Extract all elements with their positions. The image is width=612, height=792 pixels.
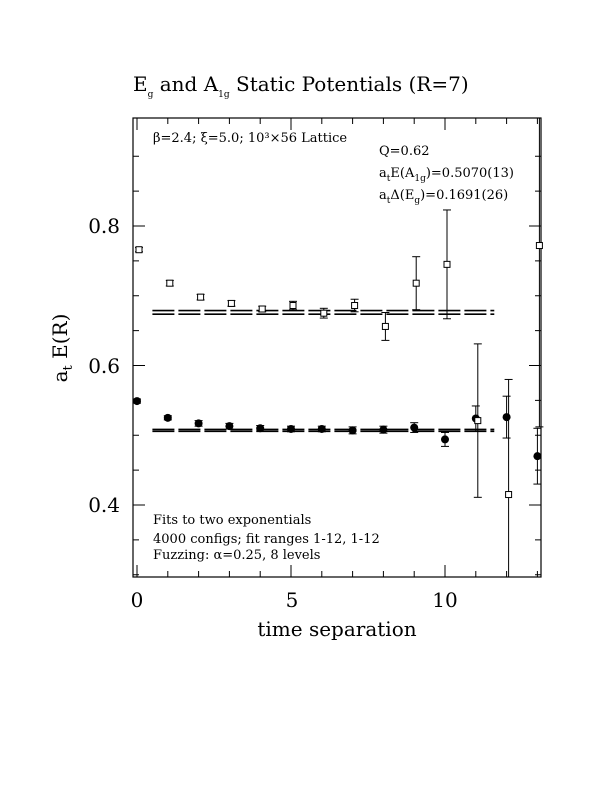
A1g-point-0 <box>133 397 141 406</box>
A1g-point-7 <box>348 426 357 435</box>
Eg-point-0 <box>135 246 143 254</box>
Eg-point-7 <box>351 302 359 310</box>
Eg-point-5 <box>289 302 297 310</box>
annotation-a1g-fit: atE(A1g)=0.5070(13) <box>379 166 514 184</box>
A1g-point-2 <box>194 419 203 428</box>
annotation-fits: Fits to two exponentials <box>153 513 311 528</box>
A1g-point-9 <box>410 423 419 432</box>
fit-lines <box>152 309 495 433</box>
y-tick-label-0.8: 0.8 <box>88 214 120 238</box>
x-axis-label: time separation <box>257 617 416 641</box>
A1g-point-8 <box>379 425 388 434</box>
Eg-point-3 <box>227 299 235 307</box>
Eg-point-2 <box>197 293 205 301</box>
Eg-point-6 <box>320 309 328 317</box>
Eg-point-4 <box>258 305 266 313</box>
Eg-point-1 <box>166 279 174 287</box>
Eg-point-11 <box>474 417 482 425</box>
x-tick-label-0: 0 <box>131 588 144 612</box>
x-tick-label-5: 5 <box>286 588 299 612</box>
Eg-point-9 <box>412 279 420 287</box>
annotation-q: Q=0.62 <box>379 144 430 159</box>
axis-ticks <box>133 118 541 577</box>
plot-frame <box>132 117 542 578</box>
A1g-point-12 <box>502 413 511 422</box>
A1g-point-10 <box>441 435 449 444</box>
y-tick-label-0.4: 0.4 <box>88 493 120 517</box>
annotation-fuzzing: Fuzzing: α=0.25, 8 levels <box>153 548 320 563</box>
A1g-point-4 <box>256 424 265 433</box>
annotation-eg-fit: atΔ(Eg)=0.1691(26) <box>379 188 508 206</box>
Eg-point-13 <box>535 242 543 250</box>
y-axis-label: at E(R) <box>48 314 76 383</box>
y-tick-label-0.6: 0.6 <box>88 354 120 378</box>
annotation-configs: 4000 configs; fit ranges 1-12, 1-12 <box>153 532 380 547</box>
annotation-lattice: β=2.4; ξ=5.0; 10³×56 Lattice <box>153 131 347 146</box>
x-tick-label-10: 10 <box>432 588 457 612</box>
chart-title: Eg and A1g Static Potentials (R=7) <box>133 72 469 100</box>
Eg-point-12 <box>505 491 513 499</box>
A1g-point-5 <box>287 424 295 433</box>
Eg-point-8 <box>381 322 389 330</box>
A1g-point-3 <box>225 422 234 431</box>
A1g-point-1 <box>163 413 172 422</box>
A1g-point-6 <box>317 424 326 433</box>
Eg-point-10 <box>443 260 451 268</box>
A1g-point-13 <box>533 452 542 461</box>
data-marks <box>133 118 544 577</box>
